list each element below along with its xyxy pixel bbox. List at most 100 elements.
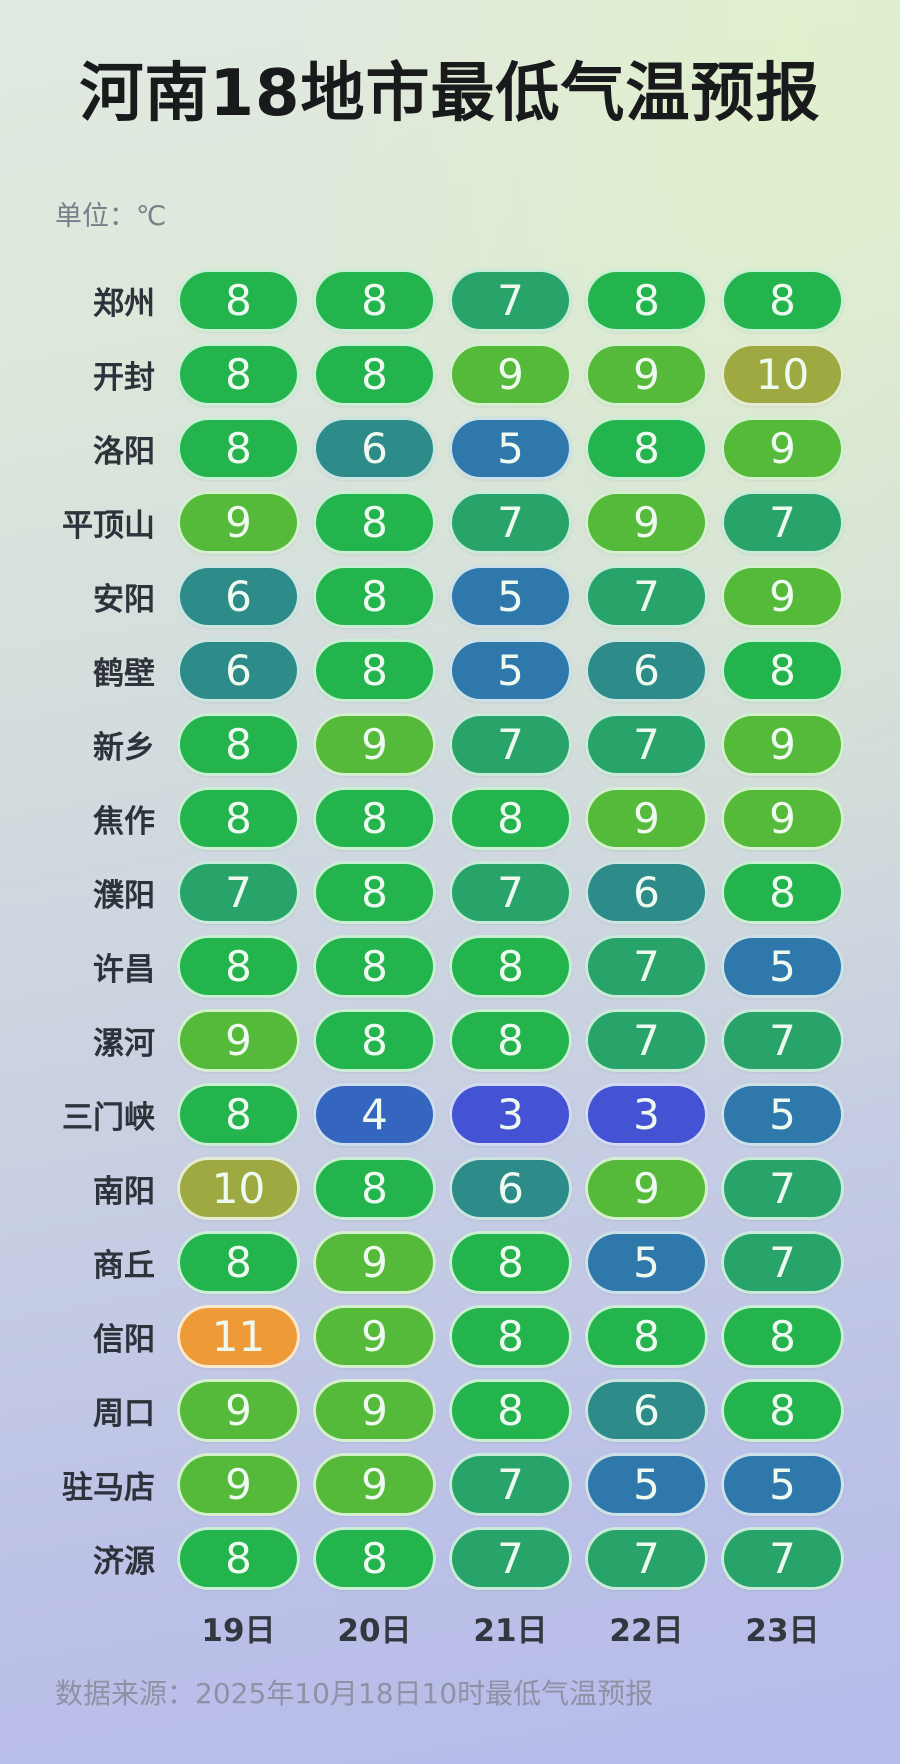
temp-pill: 6 <box>313 416 436 480</box>
temp-pill: 7 <box>721 1526 844 1590</box>
temp-pill: 7 <box>721 1156 844 1220</box>
temp-pill: 6 <box>177 564 300 628</box>
temp-pill: 5 <box>721 1082 844 1146</box>
temp-pill: 8 <box>177 712 300 776</box>
temp-pill: 8 <box>313 1156 436 1220</box>
temp-pill: 8 <box>721 268 844 332</box>
temp-pill-group: 11 9 8 8 8 <box>177 1304 844 1368</box>
temp-pill: 8 <box>177 786 300 850</box>
table-row: 洛阳 8 6 5 8 9 <box>0 411 900 485</box>
unit-label: 单位：℃ <box>55 201 167 232</box>
temp-pill: 7 <box>721 490 844 554</box>
temp-pill: 9 <box>585 490 708 554</box>
table-row: 漯河 9 8 8 7 7 <box>0 1003 900 1077</box>
temp-pill: 8 <box>313 786 436 850</box>
temp-pill: 8 <box>313 1526 436 1590</box>
table-row: 平顶山 9 8 7 9 7 <box>0 485 900 559</box>
table-row: 驻马店 9 9 7 5 5 <box>0 1447 900 1521</box>
city-label: 周口 <box>93 1395 155 1432</box>
city-label: 郑州 <box>93 285 155 322</box>
temp-pill: 8 <box>449 1008 572 1072</box>
temp-pill: 9 <box>313 1304 436 1368</box>
temp-pill: 8 <box>313 934 436 998</box>
city-label: 新乡 <box>93 729 155 766</box>
temp-pill: 6 <box>585 860 708 924</box>
table-row: 安阳 6 8 5 7 9 <box>0 559 900 633</box>
temp-pill: 8 <box>721 638 844 702</box>
temp-pill: 7 <box>449 1526 572 1590</box>
temp-pill: 8 <box>177 934 300 998</box>
date-axis: 19日 20日 21日 22日 23日 <box>0 1600 900 1654</box>
temp-pill-group: 8 8 9 9 10 <box>177 342 844 406</box>
temp-pill: 8 <box>313 564 436 628</box>
date-label: 20日 <box>337 1612 412 1649</box>
temp-pill: 9 <box>313 1452 436 1516</box>
temp-pill: 6 <box>177 638 300 702</box>
temp-pill: 9 <box>313 1378 436 1442</box>
temp-pill: 8 <box>449 1230 572 1294</box>
temp-pill: 8 <box>177 416 300 480</box>
temp-pill: 9 <box>721 416 844 480</box>
temp-pill: 10 <box>721 342 844 406</box>
table-row: 濮阳 7 8 7 6 8 <box>0 855 900 929</box>
temp-pill: 5 <box>721 1452 844 1516</box>
city-label: 开封 <box>93 359 155 396</box>
temp-pill: 7 <box>585 1526 708 1590</box>
data-source-note: 数据来源：2025年10月18日10时最低气温预报 <box>55 1677 654 1710</box>
temp-pill: 3 <box>585 1082 708 1146</box>
table-row: 商丘 8 9 8 5 7 <box>0 1225 900 1299</box>
table-row: 郑州 8 8 7 8 8 <box>0 263 900 337</box>
temp-pill: 9 <box>177 1378 300 1442</box>
table-row: 周口 9 9 8 6 8 <box>0 1373 900 1447</box>
page-title: 河南18地市最低气温预报 <box>79 57 821 131</box>
city-label: 焦作 <box>93 803 155 840</box>
date-label: 19日 <box>201 1612 276 1649</box>
temp-pill: 7 <box>177 860 300 924</box>
temp-pill: 5 <box>449 638 572 702</box>
temp-pill: 7 <box>449 712 572 776</box>
temp-pill: 8 <box>313 268 436 332</box>
temp-pill: 7 <box>449 860 572 924</box>
temp-pill: 8 <box>313 638 436 702</box>
temp-pill: 8 <box>177 1526 300 1590</box>
date-label: 22日 <box>609 1612 684 1649</box>
temp-pill: 5 <box>449 416 572 480</box>
temp-pill: 8 <box>177 1230 300 1294</box>
temp-pill: 5 <box>449 564 572 628</box>
temp-pill: 9 <box>313 1230 436 1294</box>
city-label: 三门峡 <box>62 1099 155 1136</box>
city-label: 商丘 <box>93 1247 155 1284</box>
temp-pill: 9 <box>313 712 436 776</box>
temp-pill: 9 <box>177 1452 300 1516</box>
temperature-table: 郑州 8 8 7 8 8 开封 8 8 9 9 10 洛阳 8 6 5 8 9 平顶山 9 8 7 9 7 安阳 6 8 5 7 9 鹤壁 6… <box>0 263 900 1595</box>
temp-pill: 4 <box>313 1082 436 1146</box>
temp-pill: 9 <box>721 564 844 628</box>
temp-pill: 8 <box>313 860 436 924</box>
table-row: 济源 8 8 7 7 7 <box>0 1521 900 1595</box>
table-row: 三门峡 8 4 3 3 5 <box>0 1077 900 1151</box>
temp-pill: 5 <box>721 934 844 998</box>
temp-pill: 8 <box>177 342 300 406</box>
temp-pill: 8 <box>585 268 708 332</box>
table-row: 新乡 8 9 7 7 9 <box>0 707 900 781</box>
city-label: 鹤壁 <box>93 655 155 692</box>
temp-pill: 8 <box>449 1378 572 1442</box>
temp-pill: 9 <box>449 342 572 406</box>
temp-pill: 8 <box>177 1082 300 1146</box>
temp-pill: 8 <box>313 342 436 406</box>
city-label: 平顶山 <box>62 507 155 544</box>
